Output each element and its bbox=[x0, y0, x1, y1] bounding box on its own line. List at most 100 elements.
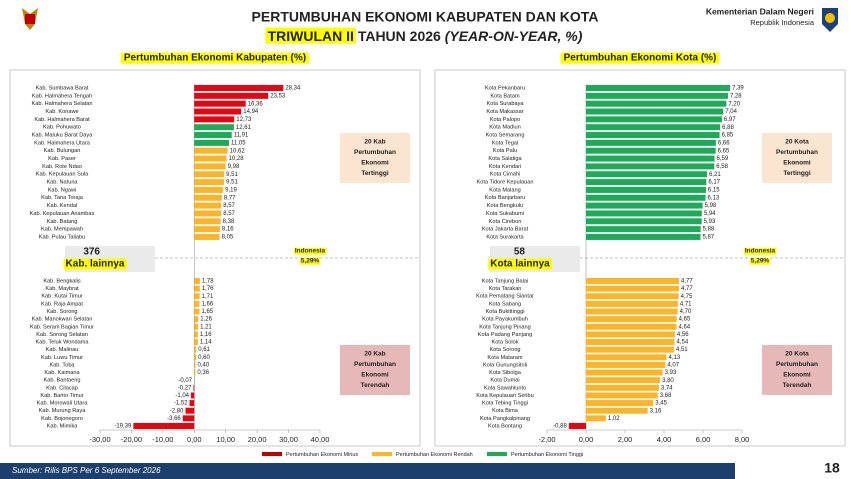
category-label: Kab. Luwu Timur bbox=[41, 355, 83, 361]
category-label: Kab. Tana Toraja bbox=[41, 195, 84, 201]
value-label: 4,77 bbox=[681, 286, 693, 292]
value-label: 4,13 bbox=[669, 355, 681, 361]
category-label: Kota Sabang bbox=[489, 301, 521, 307]
bar bbox=[586, 139, 716, 146]
legend-label: Pertumbuhan Ekonomi Rendah bbox=[396, 452, 473, 458]
value-label: 9,19 bbox=[225, 187, 237, 193]
category-label: Kab. Bantaeng bbox=[43, 378, 80, 384]
bar bbox=[586, 155, 715, 162]
category-label: Kota Cimahi bbox=[490, 172, 520, 178]
category-label: Kota Sorong bbox=[489, 347, 520, 353]
panel-left bbox=[9, 69, 421, 447]
category-label: Kota Bima bbox=[492, 408, 519, 414]
legend-swatch bbox=[372, 452, 392, 456]
category-label: Kab. Halmahera Tengah bbox=[32, 93, 92, 99]
category-label: Kab. Toba bbox=[49, 362, 75, 368]
value-label: 1,71 bbox=[202, 294, 214, 300]
value-label: 5,98 bbox=[705, 203, 717, 209]
highlight bbox=[265, 27, 356, 44]
bar bbox=[586, 163, 715, 170]
value-label: 0,36 bbox=[197, 370, 209, 376]
category-label: Kota Sukabumi bbox=[486, 211, 524, 217]
title-italic: (YEAR-ON-YEAR, %) bbox=[445, 28, 583, 44]
title-line1: PERTUMBUHAN EKONOMI KABUPATEN DAN KOTA bbox=[252, 9, 599, 25]
category-label: Kota Tidore Kepulauan bbox=[477, 180, 534, 186]
note-text: Ekonomi bbox=[361, 160, 389, 167]
others-count: 58 bbox=[514, 247, 526, 258]
category-label: Kota Kendari bbox=[489, 164, 521, 170]
category-label: Kota Tegal bbox=[492, 140, 518, 146]
x-tick-label: 0,00 bbox=[579, 435, 594, 444]
category-label: Kota Solok bbox=[491, 340, 518, 346]
category-label: Kab. Rote Ndao bbox=[42, 164, 82, 170]
category-label: Kota Mataram bbox=[487, 355, 522, 361]
note-text: 20 Kab bbox=[364, 139, 385, 146]
bar bbox=[185, 407, 195, 414]
note-text: Tertinggi bbox=[361, 170, 389, 177]
value-label: 1,21 bbox=[200, 324, 212, 330]
value-label: 4,56 bbox=[677, 332, 689, 338]
value-label: 1,65 bbox=[201, 309, 213, 315]
category-label: Kota Banjarbaru bbox=[485, 195, 525, 201]
x-tick-label: 2,00 bbox=[618, 435, 633, 444]
bar bbox=[586, 415, 606, 422]
value-label: 7,28 bbox=[730, 93, 742, 99]
category-label: Kota Sawahlunto bbox=[484, 385, 526, 391]
value-label: 28,34 bbox=[285, 86, 301, 92]
bar bbox=[194, 179, 225, 186]
category-label: Kota Pangkalpinang bbox=[480, 416, 530, 422]
bar bbox=[194, 186, 224, 193]
category-label: Kota Dumai bbox=[490, 378, 519, 384]
bar bbox=[586, 346, 674, 353]
title-rest: TAHUN 2026 bbox=[358, 28, 441, 44]
value-label: 3,16 bbox=[650, 408, 662, 414]
highlight bbox=[560, 52, 720, 64]
bar bbox=[586, 300, 678, 307]
bar bbox=[194, 331, 198, 338]
title-line2: TRIWULAN II TAHUN 2026 (YEAR-ON-YEAR, %) bbox=[268, 28, 583, 44]
value-label: 1,78 bbox=[202, 279, 214, 285]
bar bbox=[586, 293, 679, 300]
value-label: -2,80 bbox=[170, 408, 184, 414]
category-label: Kota Batam bbox=[490, 93, 520, 99]
highlight bbox=[120, 52, 310, 64]
note-text: Pertumbuhan bbox=[354, 149, 396, 156]
category-label: Kota Padang Panjang bbox=[478, 332, 532, 338]
category-label: Kab. Mimika bbox=[47, 423, 79, 429]
value-label: 1,02 bbox=[608, 416, 620, 422]
legend-swatch bbox=[262, 452, 282, 456]
bar bbox=[586, 354, 667, 361]
category-label: Kota Tanjung Balai bbox=[482, 278, 529, 284]
bar bbox=[586, 400, 654, 407]
bar bbox=[194, 155, 227, 162]
category-label: Kab. Raja Ampat bbox=[41, 301, 83, 307]
value-label: 4,51 bbox=[676, 347, 688, 353]
bar bbox=[586, 278, 680, 284]
value-label: 1,26 bbox=[200, 317, 212, 323]
bar bbox=[194, 116, 235, 123]
category-label: Kab. Halmahera Barat bbox=[34, 117, 90, 123]
value-label: 8,57 bbox=[223, 211, 235, 217]
bar bbox=[586, 339, 675, 346]
highlight bbox=[63, 258, 127, 270]
bar bbox=[586, 171, 708, 178]
value-label: 4,64 bbox=[678, 324, 690, 330]
category-label: Kota Semarang bbox=[486, 133, 525, 139]
category-label: Kab. Kendal bbox=[47, 203, 77, 209]
category-label: Kab. Halmahera Utara bbox=[34, 140, 91, 146]
footer-source: Sumber: Rilis BPS Per 6 September 2026 bbox=[12, 466, 161, 475]
value-label: 6,59 bbox=[717, 156, 729, 162]
category-label: Kab. Cilacap bbox=[46, 385, 78, 391]
value-label: 11,91 bbox=[234, 133, 249, 139]
value-label: 12,61 bbox=[236, 125, 252, 131]
value-label: 0,60 bbox=[198, 355, 210, 361]
bar bbox=[194, 218, 221, 225]
bar bbox=[586, 407, 648, 414]
category-label: Kab. Ngawi bbox=[48, 187, 77, 193]
category-label: Kab. Natuna bbox=[46, 180, 78, 186]
highlight bbox=[299, 257, 321, 265]
logo-right bbox=[822, 8, 838, 32]
value-label: 6,85 bbox=[722, 133, 734, 139]
bar bbox=[586, 202, 703, 209]
